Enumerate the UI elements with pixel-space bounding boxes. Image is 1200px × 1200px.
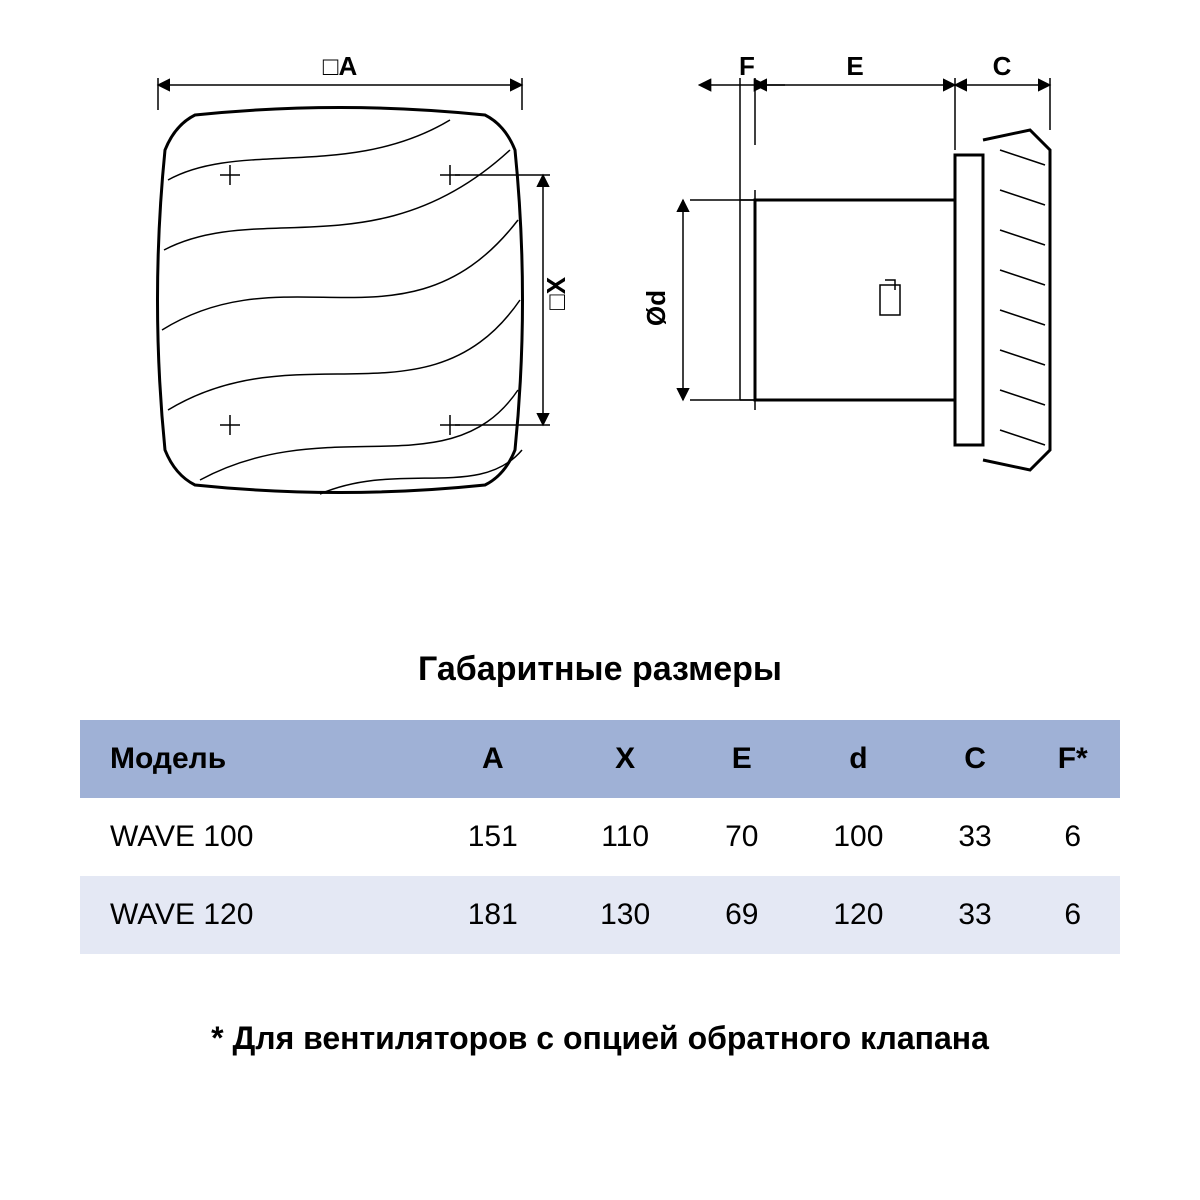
table-row: WAVE 100 151 110 70 100 33 6 [80,798,1120,876]
col-f: F* [1025,720,1120,798]
dim-square-x: □ [541,294,571,310]
dim-e: E [846,51,863,81]
dimension-diagram: □A □X [60,50,1140,530]
col-a: A [427,720,559,798]
svg-text:□X: □X [541,276,571,310]
table-row: WAVE 120 181 130 69 120 33 6 [80,876,1120,954]
footnote: * Для вентиляторов с опцией обратного кл… [0,1020,1200,1057]
dim-x: X [541,276,571,294]
col-model: Модель [80,720,427,798]
dim-d: Ød [641,290,671,326]
table-title: Габаритные размеры [0,650,1200,689]
col-c: C [925,720,1026,798]
svg-text:□A: □A [323,51,358,81]
table-header-row: Модель A X E d C F* [80,720,1120,798]
dim-c: C [993,51,1012,81]
dim-square-a: □ [323,51,339,81]
col-x: X [559,720,691,798]
dim-f: F [739,51,755,81]
dim-a: A [338,51,357,81]
dimensions-table: Модель A X E d C F* WAVE 100 151 110 70 … [80,720,1120,954]
col-d: d [792,720,924,798]
col-e: E [691,720,792,798]
